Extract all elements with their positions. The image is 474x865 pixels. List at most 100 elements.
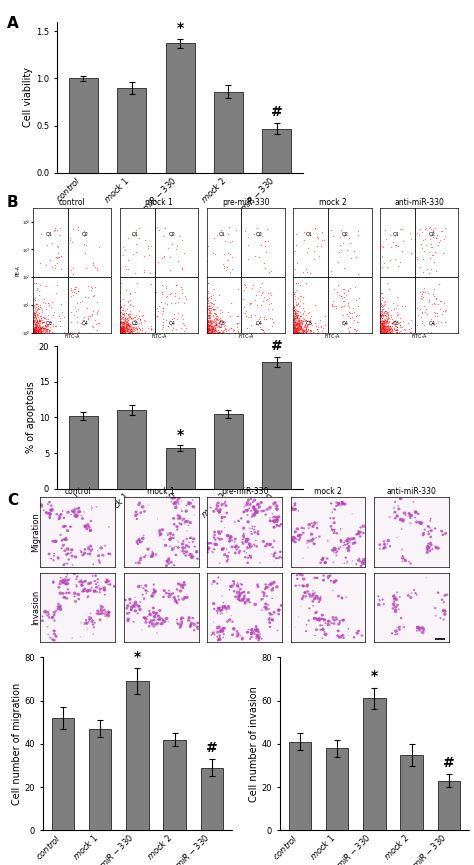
Point [379, 326, 386, 340]
Point [123, 318, 130, 332]
Point [123, 323, 131, 336]
Point [295, 322, 302, 336]
Point [119, 325, 127, 339]
Point [122, 262, 130, 276]
Point [222, 264, 229, 278]
Circle shape [237, 520, 239, 522]
Point [31, 325, 39, 339]
Text: Q3: Q3 [392, 321, 399, 325]
Point [34, 320, 42, 334]
Point [118, 321, 126, 335]
Point [419, 253, 427, 266]
Point [42, 312, 49, 326]
Circle shape [337, 503, 339, 506]
Circle shape [241, 638, 244, 640]
Text: C: C [7, 493, 18, 508]
Circle shape [278, 557, 280, 559]
Point [379, 319, 387, 333]
Point [348, 306, 356, 320]
Point [208, 324, 215, 338]
Circle shape [400, 626, 401, 627]
Point [384, 324, 392, 338]
Point [429, 222, 437, 236]
Circle shape [106, 614, 110, 618]
Point [347, 251, 355, 265]
Point [386, 325, 394, 339]
Circle shape [340, 546, 341, 548]
Circle shape [262, 540, 265, 543]
Circle shape [91, 548, 93, 550]
Circle shape [86, 623, 89, 625]
Point [178, 260, 186, 274]
Circle shape [181, 582, 182, 584]
Circle shape [175, 504, 177, 506]
Point [220, 261, 228, 275]
Circle shape [416, 626, 418, 627]
Point [385, 308, 392, 322]
Circle shape [74, 600, 77, 603]
Circle shape [91, 505, 92, 507]
Circle shape [443, 594, 447, 597]
Point [318, 324, 326, 338]
Point [117, 305, 124, 319]
Point [219, 325, 227, 339]
Point [116, 324, 124, 338]
Circle shape [58, 516, 61, 519]
Point [136, 312, 144, 326]
Circle shape [62, 525, 65, 529]
Point [381, 323, 388, 336]
Circle shape [57, 586, 60, 589]
Circle shape [164, 618, 166, 619]
Point [384, 311, 392, 325]
Point [32, 317, 39, 331]
Point [118, 317, 126, 330]
Circle shape [189, 553, 191, 554]
Circle shape [262, 598, 264, 600]
Point [29, 319, 37, 333]
Point [204, 321, 212, 335]
Point [393, 324, 401, 337]
Point [140, 249, 147, 263]
Text: anti-miR-330: anti-miR-330 [386, 487, 437, 496]
Circle shape [108, 580, 110, 582]
Point [70, 308, 78, 322]
Circle shape [320, 618, 322, 620]
Point [117, 318, 124, 332]
Circle shape [165, 565, 168, 567]
Point [210, 313, 218, 327]
Point [124, 324, 131, 337]
Point [118, 311, 125, 325]
Point [204, 317, 211, 331]
Circle shape [329, 621, 331, 623]
Point [419, 234, 427, 247]
Point [30, 322, 38, 336]
Circle shape [180, 617, 183, 619]
Circle shape [185, 596, 189, 599]
Circle shape [324, 561, 327, 564]
Point [124, 322, 132, 336]
Circle shape [172, 517, 175, 520]
Point [377, 318, 384, 332]
Point [229, 322, 237, 336]
Circle shape [52, 510, 54, 512]
Circle shape [210, 542, 212, 544]
Point [121, 322, 129, 336]
Point [292, 311, 299, 324]
Point [33, 302, 41, 316]
Point [44, 318, 51, 332]
Circle shape [143, 555, 146, 558]
Circle shape [146, 593, 147, 594]
Circle shape [442, 609, 445, 612]
Point [33, 316, 41, 330]
Point [128, 311, 135, 325]
Circle shape [393, 507, 395, 509]
Circle shape [298, 572, 301, 575]
Point [203, 326, 210, 340]
Circle shape [412, 501, 414, 503]
Point [81, 313, 88, 327]
Point [293, 317, 301, 331]
Point [203, 302, 211, 316]
Circle shape [306, 624, 307, 625]
Point [120, 298, 128, 312]
Circle shape [190, 555, 192, 558]
